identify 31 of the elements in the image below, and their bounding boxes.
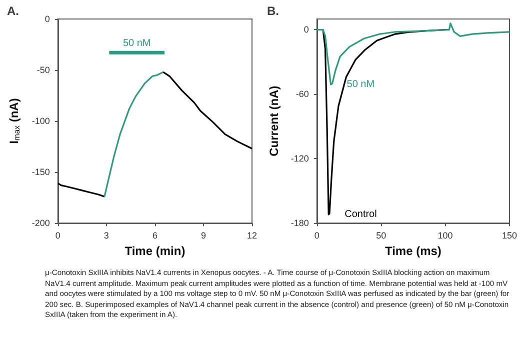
y-tick-label: -100 (32, 116, 50, 126)
y-axis-title: Current (nA) (267, 86, 281, 156)
y-tick-label: -60 (296, 89, 309, 100)
line-series (104, 71, 164, 198)
x-tick-label: 150 (502, 230, 518, 241)
y-tick-label: -180 (290, 218, 309, 228)
y-tick-label: 0 (304, 24, 309, 35)
chart-title: B. (267, 4, 279, 18)
y-tick-label: -200 (32, 218, 50, 228)
line-series (57, 182, 106, 198)
x-tick-label: 50 (376, 230, 386, 241)
y-tick-label: -50 (36, 65, 50, 76)
x-tick-label: 0 (314, 230, 320, 241)
line-series (316, 22, 510, 86)
x-tick-label: 3 (104, 230, 109, 241)
series-label: 50 nM (122, 38, 151, 50)
x-tick-label: 0 (55, 230, 60, 241)
x-tick-label: 9 (200, 230, 206, 241)
series-label: 50 nM (346, 79, 375, 90)
series-label: Control (344, 209, 377, 220)
y-axis-title: Imax (nA) (7, 98, 22, 144)
x-tick-label: 100 (438, 230, 453, 241)
chart-title: A. (7, 4, 19, 18)
x-tick-label: 6 (152, 230, 158, 241)
line-series (162, 71, 253, 150)
x-axis-title: Time (ms) (384, 244, 442, 258)
x-axis-title: Time (min) (124, 244, 186, 258)
x-tick-label: 12 (246, 230, 257, 241)
y-tick-label: 0 (44, 14, 50, 24)
y-tick-label: -120 (290, 154, 309, 164)
y-tick-label: -150 (32, 167, 50, 178)
